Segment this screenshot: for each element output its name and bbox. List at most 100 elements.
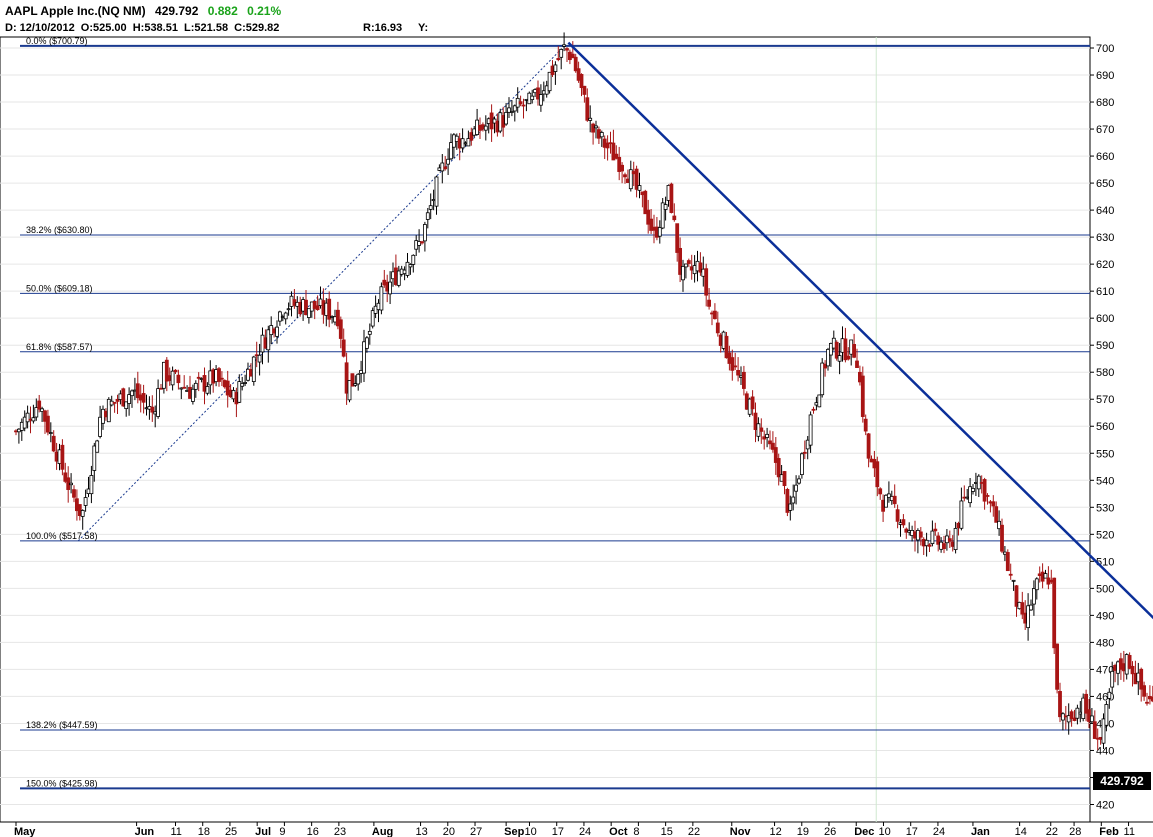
x-tick-label: 8 <box>633 826 639 837</box>
candle-body <box>829 343 833 356</box>
candle-body <box>707 299 711 307</box>
candle-body <box>466 138 471 147</box>
candle-body <box>176 374 181 384</box>
candle-body <box>1072 717 1077 721</box>
candle-body <box>347 380 352 401</box>
candle-body <box>350 373 355 387</box>
candle-body <box>536 87 540 100</box>
candle-body <box>1110 670 1115 688</box>
candle-body <box>594 125 598 129</box>
y-tick-label: 490 <box>1096 610 1114 622</box>
x-tick-label: 14 <box>1015 826 1027 837</box>
y-tick-label: 670 <box>1096 124 1114 136</box>
candle-body <box>240 383 245 387</box>
x-tick-label: Nov <box>730 826 752 837</box>
candle-body <box>63 472 68 482</box>
candle-body <box>892 495 897 505</box>
candle-body <box>730 357 735 371</box>
candle-body <box>1084 693 1088 714</box>
candle-body <box>782 471 787 487</box>
candle-body <box>1026 605 1030 629</box>
y-tick-label: 650 <box>1096 178 1114 190</box>
candle-body <box>1142 685 1146 697</box>
candle-body <box>286 308 291 311</box>
candle-body <box>159 387 163 390</box>
candle-body <box>130 390 134 397</box>
candle-body <box>936 535 941 545</box>
ohlc-high: H:538.51 <box>132 22 178 34</box>
candle-body <box>1092 721 1097 739</box>
candle-body <box>420 241 424 244</box>
x-tick-label: 17 <box>552 826 564 837</box>
candle-body <box>553 64 558 72</box>
candle-body <box>971 487 975 492</box>
candle-body <box>559 48 564 58</box>
candle-body <box>1020 602 1025 615</box>
x-tick-label: 22 <box>688 826 700 837</box>
candle-body <box>51 435 56 452</box>
candle-body <box>98 416 102 437</box>
x-tick-label: 28 <box>1069 826 1081 837</box>
candle-body <box>251 356 256 382</box>
candle-body <box>283 312 288 320</box>
candle-body <box>341 339 346 357</box>
candle-body <box>312 300 317 309</box>
fib-level-label: 100.0% ($517.58) <box>26 531 98 541</box>
candle-body <box>89 475 94 495</box>
candle-body <box>446 158 451 165</box>
candle-body <box>504 111 509 125</box>
candle-body <box>173 369 178 373</box>
candle-body <box>509 111 514 113</box>
candle-body <box>634 168 639 190</box>
candle-body <box>95 440 100 453</box>
candle-body <box>684 263 688 268</box>
candle-body <box>1090 715 1094 723</box>
candle-body <box>127 394 131 404</box>
y-tick-label: 590 <box>1096 340 1114 352</box>
y-tick-label: 520 <box>1096 529 1114 541</box>
candle-body <box>69 482 73 486</box>
candle-body <box>1008 573 1013 576</box>
price-change-pct: 0.21% <box>247 4 282 18</box>
candle-body <box>196 376 201 379</box>
candle-body <box>164 359 169 382</box>
x-tick-label: Sep <box>504 826 524 837</box>
candle-body <box>1139 668 1144 690</box>
candle-body <box>356 373 361 385</box>
downtrend-line <box>567 41 1153 620</box>
y-tick-label: 550 <box>1096 448 1114 460</box>
y-readout: Y: <box>418 22 429 34</box>
x-tick-label: 26 <box>824 826 836 837</box>
candle-body <box>72 489 76 498</box>
candle-body <box>370 310 375 327</box>
fib-level-label: 38.2% ($630.80) <box>26 225 93 235</box>
candle-body <box>611 142 616 161</box>
candle-body <box>991 501 996 507</box>
candle-body <box>1101 718 1106 744</box>
candle-body <box>556 58 561 61</box>
candle-body <box>826 348 830 367</box>
candle-body <box>924 539 929 547</box>
candle-body <box>219 377 224 380</box>
candle-body <box>344 362 349 394</box>
candle-body <box>843 338 848 361</box>
x-tick-label: Feb <box>1099 826 1119 837</box>
candle-body <box>1127 655 1132 669</box>
candle-body <box>1011 579 1016 582</box>
candle-body <box>156 388 161 417</box>
candle-body <box>1104 704 1109 726</box>
x-tick-label: 12 <box>770 826 782 837</box>
candle-body <box>1029 604 1033 611</box>
x-tick-label: 11 <box>170 826 181 837</box>
x-tick-label: 24 <box>933 826 945 837</box>
y-tick-label: 630 <box>1096 232 1114 244</box>
candle-body <box>753 412 758 430</box>
candle-body <box>968 486 972 504</box>
candle-body <box>742 371 746 389</box>
candle-body <box>483 125 488 131</box>
candle-body <box>585 97 590 121</box>
candle-body <box>649 218 653 231</box>
y-tick-label: 420 <box>1096 799 1114 811</box>
